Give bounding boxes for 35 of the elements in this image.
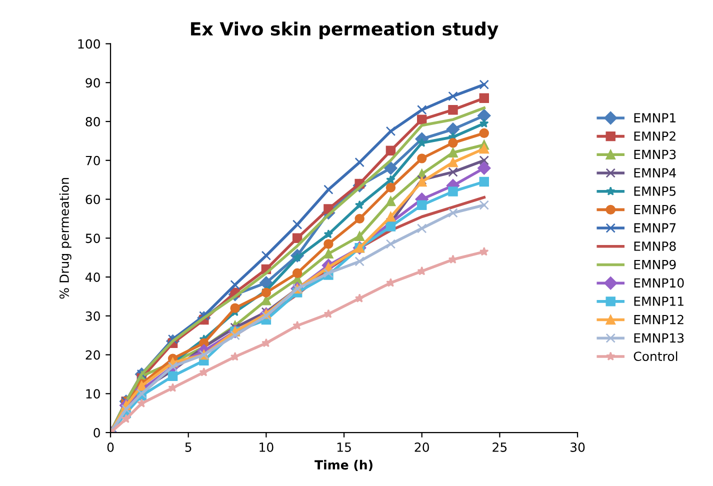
legend-label: EMNP6: [634, 204, 676, 214]
y-tick-label: 20: [86, 350, 100, 360]
legend-label: EMNP3: [634, 150, 676, 160]
legend-label: EMNP9: [634, 260, 676, 270]
x-axis-title: Time (h): [314, 460, 372, 472]
legend-label: EMNP10: [634, 278, 684, 288]
legend-label: EMNP1: [634, 113, 676, 122]
legend-label: Control: [634, 351, 678, 362]
legend-label: EMNP5: [634, 186, 676, 196]
y-tick-label: 0: [94, 428, 100, 438]
legend-label: EMNP7: [634, 223, 676, 232]
chart-title: Ex Vivo skin permeation study: [191, 22, 498, 40]
x-tick-label: 15: [337, 442, 351, 452]
x-tick-label: 5: [185, 442, 192, 452]
y-tick-label: 30: [86, 311, 100, 321]
y-axis-title: % Drug permeation: [59, 178, 72, 299]
y-tick-label: 10: [86, 389, 100, 399]
legend-label: EMNP4: [634, 168, 676, 178]
legend-label: EMNP12: [634, 314, 684, 324]
y-tick-label: 60: [86, 194, 100, 204]
x-tick-label: 20: [414, 442, 429, 452]
y-tick-label: 80: [86, 116, 100, 126]
legend-label: EMNP2: [634, 131, 676, 141]
y-tick-label: 40: [86, 272, 100, 282]
x-tick-label: 30: [570, 442, 585, 452]
y-tick-label: 70: [86, 156, 100, 166]
y-tick-label: 100: [78, 39, 100, 49]
y-tick-label: 50: [86, 234, 100, 244]
x-tick-label: 25: [492, 442, 507, 452]
legend-label: EMNP13: [634, 333, 684, 343]
y-tick-label: 90: [86, 78, 100, 88]
x-tick-label: 0: [107, 442, 114, 452]
x-tick-label: 10: [260, 442, 274, 452]
legend-label: EMNP8: [634, 241, 676, 251]
legend-label: EMNP11: [634, 296, 684, 306]
